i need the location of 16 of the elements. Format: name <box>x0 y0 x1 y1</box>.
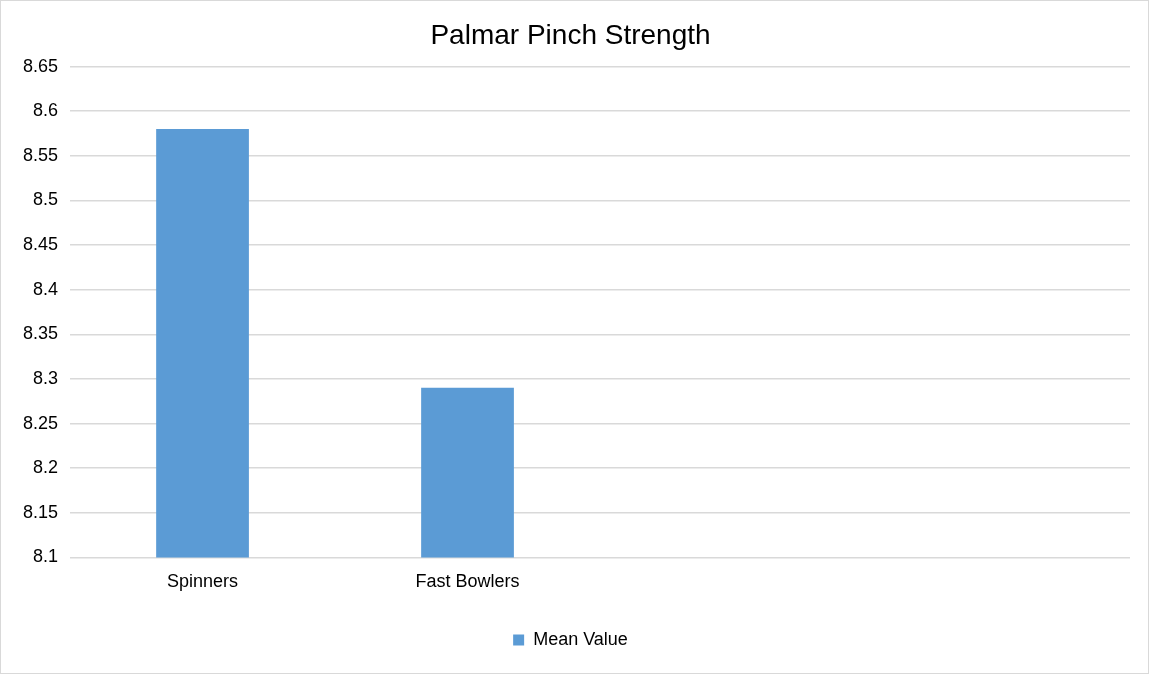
y-tick-label: 8.1 <box>33 546 59 567</box>
y-tick-label: 8.15 <box>22 501 59 522</box>
y-tick-label: 8.6 <box>33 100 59 121</box>
y-tick-label: 8.2 <box>33 457 59 478</box>
x-tick-label: Fast Bowlers <box>415 571 520 592</box>
x-tick-label: Spinners <box>167 571 239 592</box>
y-tick-label: 8.45 <box>22 234 59 255</box>
y-tick-label: 8.25 <box>22 412 59 433</box>
y-tick-label: 8.65 <box>22 55 59 76</box>
y-tick-label: 8.3 <box>33 367 59 388</box>
y-tick-label: 8.35 <box>22 323 59 344</box>
legend-label: Mean Value <box>533 628 628 649</box>
y-tick-label: 8.4 <box>33 278 59 299</box>
y-tick-label: 8.55 <box>22 144 59 165</box>
chart-title: Palmar Pinch Strength <box>430 18 711 50</box>
y-tick-label: 8.5 <box>33 189 59 210</box>
